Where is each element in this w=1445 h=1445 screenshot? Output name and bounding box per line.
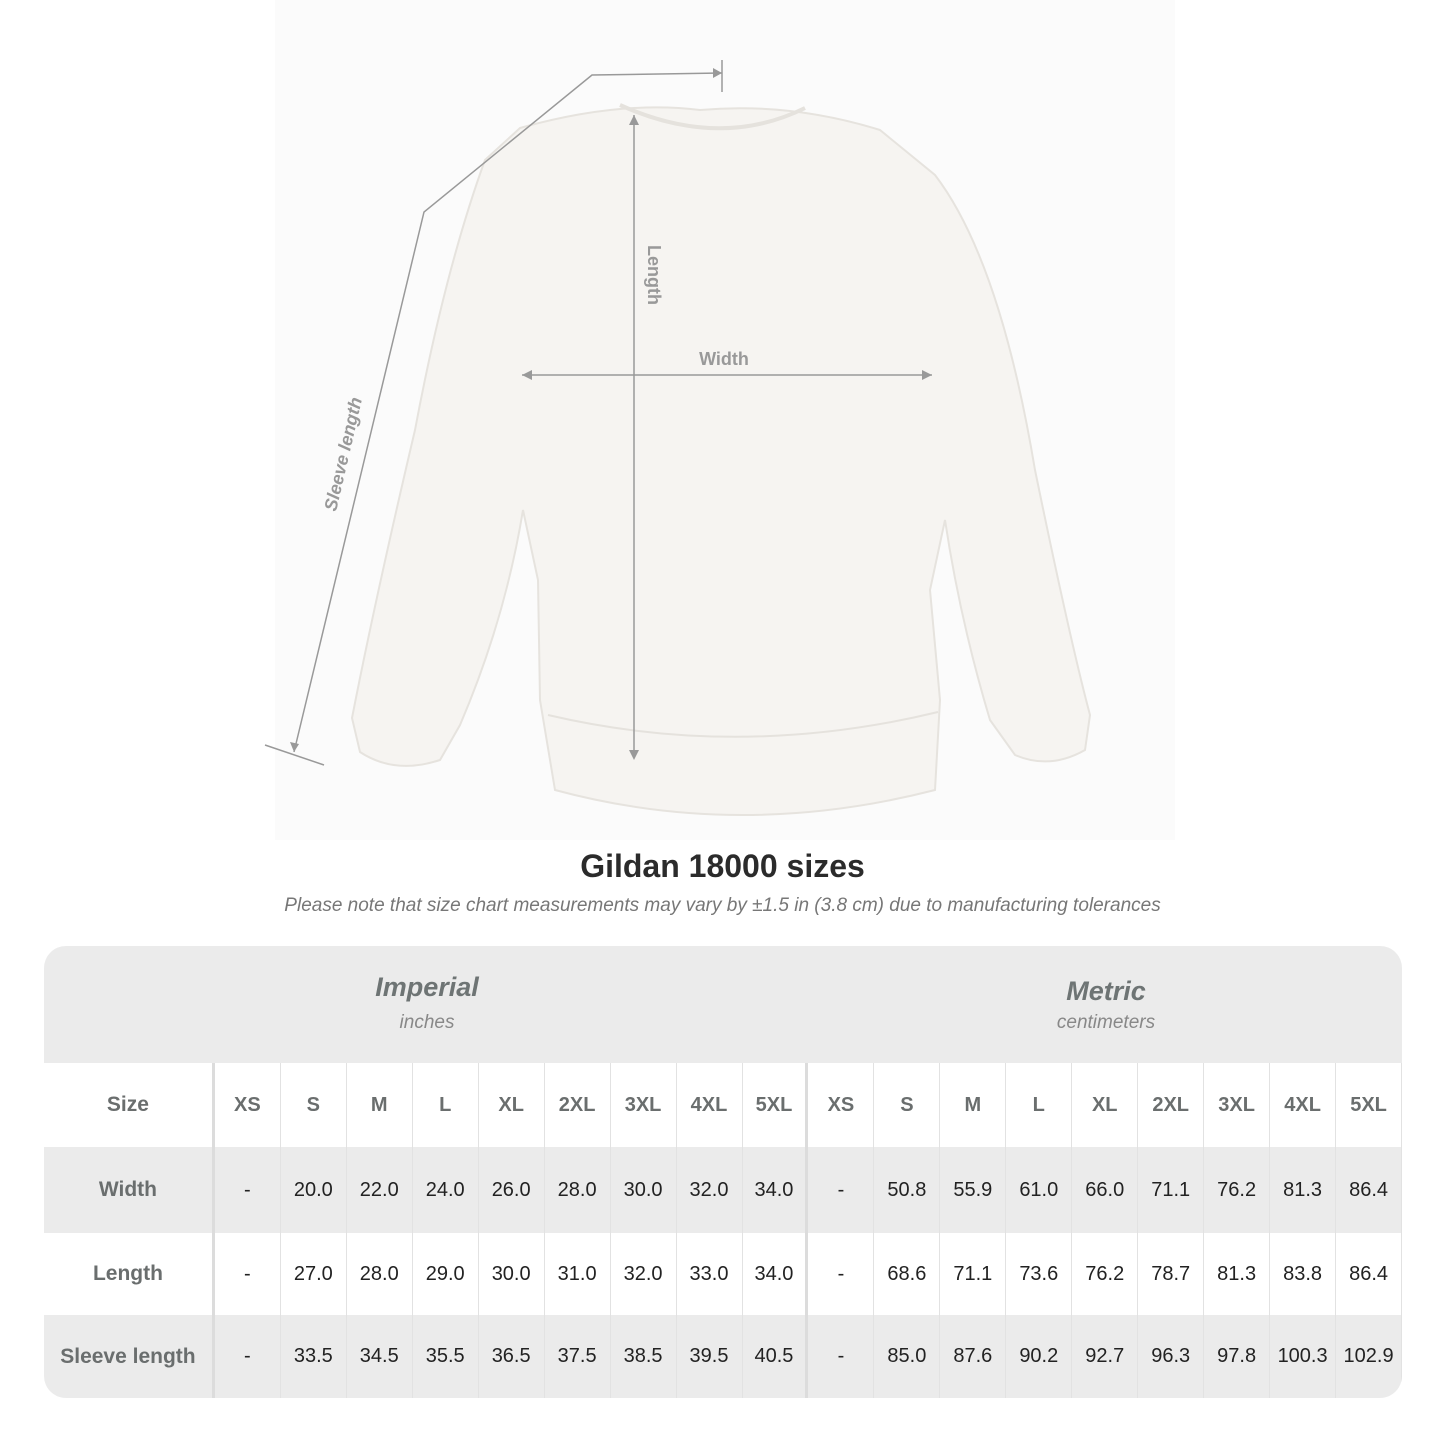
imperial-value: 32.0 [677,1147,743,1233]
imperial-value: 36.5 [479,1315,545,1398]
imperial-value: 30.0 [479,1233,545,1315]
metric-size-header: 5XL [1336,1063,1402,1147]
metric-value: 81.3 [1270,1147,1337,1233]
imperial-value: 40.5 [743,1315,809,1398]
imperial-size-header: L [413,1063,479,1147]
metric-value: 102.9 [1336,1315,1402,1398]
metric-value: 97.8 [1204,1315,1271,1398]
imperial-value: 34.0 [743,1233,809,1315]
width-label: Width [699,349,749,369]
metric-size-header: 2XL [1138,1063,1205,1147]
imperial-value: 20.0 [281,1147,347,1233]
metric-size-header: L [1006,1063,1073,1147]
metric-value: - [808,1233,875,1315]
metric-value: 71.1 [940,1233,1007,1315]
table-header-row: Size XS S M L XL 2XL 3XL 4XL 5XL XS S M L XL 2XL 3XL 4XL 5… [44,1063,1402,1147]
table-row: Length -27.0 28.0 29.0 30.0 31.0 32.0 33.0 34.0-… [44,1233,1402,1315]
metric-title: Metric [1066,976,1146,1006]
metric-value: 71.1 [1138,1147,1205,1233]
metric-value: 92.7 [1072,1315,1139,1398]
metric-size-header: XS [808,1063,875,1147]
metric-value: 68.6 [874,1233,941,1315]
imperial-value: 32.0 [611,1233,677,1315]
imperial-size-header: 4XL [677,1063,743,1147]
imperial-value: 26.0 [479,1147,545,1233]
imperial-value: 34.5 [347,1315,413,1398]
metric-size-header: M [940,1063,1007,1147]
metric-value: 61.0 [1006,1147,1073,1233]
metric-value: 83.8 [1270,1233,1337,1315]
imperial-value: 28.0 [347,1233,413,1315]
imperial-title: Imperial [375,972,479,1002]
metric-size-header: XL [1072,1063,1139,1147]
metric-value: 78.7 [1138,1233,1205,1315]
metric-size-header: 3XL [1204,1063,1271,1147]
imperial-size-header: 2XL [545,1063,611,1147]
imperial-value: 37.5 [545,1315,611,1398]
metric-value: 90.2 [1006,1315,1073,1398]
imperial-header: Imperial inches [44,946,810,1063]
imperial-value: 29.0 [413,1233,479,1315]
imperial-size-header: XL [479,1063,545,1147]
metric-value: 86.4 [1336,1147,1402,1233]
sweatshirt-image [350,103,1092,816]
imperial-value: 33.0 [677,1233,743,1315]
metric-value: 76.2 [1072,1233,1139,1315]
metric-value: 76.2 [1204,1147,1271,1233]
metric-value: 55.9 [940,1147,1007,1233]
imperial-value: 39.5 [677,1315,743,1398]
metric-size-header: S [874,1063,941,1147]
imperial-size-header: S [281,1063,347,1147]
metric-value: 86.4 [1336,1233,1402,1315]
imperial-value: 34.0 [743,1147,809,1233]
row-label: Width [44,1147,215,1233]
imperial-value: 31.0 [545,1233,611,1315]
metric-header: Metric centimeters [810,946,1402,1063]
size-header: Size [44,1063,215,1147]
metric-unit: centimeters [1056,1012,1156,1033]
imperial-size-header: M [347,1063,413,1147]
imperial-value: 38.5 [611,1315,677,1398]
imperial-value: 28.0 [545,1147,611,1233]
metric-value: 66.0 [1072,1147,1139,1233]
imperial-unit: inches [399,1012,455,1033]
imperial-value: 24.0 [413,1147,479,1233]
imperial-value: 22.0 [347,1147,413,1233]
metric-value: 50.8 [874,1147,941,1233]
metric-value: 96.3 [1138,1315,1205,1398]
imperial-value: - [215,1315,281,1398]
imperial-size-header: 3XL [611,1063,677,1147]
metric-value: 85.0 [874,1315,941,1398]
imperial-size-header: XS [215,1063,281,1147]
imperial-value: 33.5 [281,1315,347,1398]
imperial-size-header: 5XL [743,1063,809,1147]
imperial-value: 35.5 [413,1315,479,1398]
table-row: Width -20.0 22.0 24.0 26.0 28.0 30.0 32.0 34.0-5… [44,1147,1402,1233]
length-label: Length [644,245,664,305]
measurement-lines [264,60,932,766]
imperial-value: - [215,1233,281,1315]
metric-value: 100.3 [1270,1315,1337,1398]
metric-value: 87.6 [940,1315,1007,1398]
chart-title: Gildan 18000 sizes [580,848,865,884]
size-table: Imperial inches Metric centimeters Size X… [44,946,1402,1398]
imperial-value: 27.0 [281,1233,347,1315]
metric-value: 73.6 [1006,1233,1073,1315]
metric-size-header: 4XL [1270,1063,1337,1147]
row-label: Sleeve length [44,1315,215,1398]
sweatshirt-diagram: Length Width Sleeve length [264,60,1092,816]
table-row: Sleeve length -33.5 34.5 35.5 36.5 37.5 38.5 39… [44,1315,1402,1398]
tolerance-note: Please note that size chart measurements… [284,895,1161,916]
imperial-value: - [215,1147,281,1233]
metric-value: - [808,1315,875,1398]
row-label: Length [44,1233,215,1315]
imperial-value: 30.0 [611,1147,677,1233]
metric-value: - [808,1147,875,1233]
metric-value: 81.3 [1204,1233,1271,1315]
